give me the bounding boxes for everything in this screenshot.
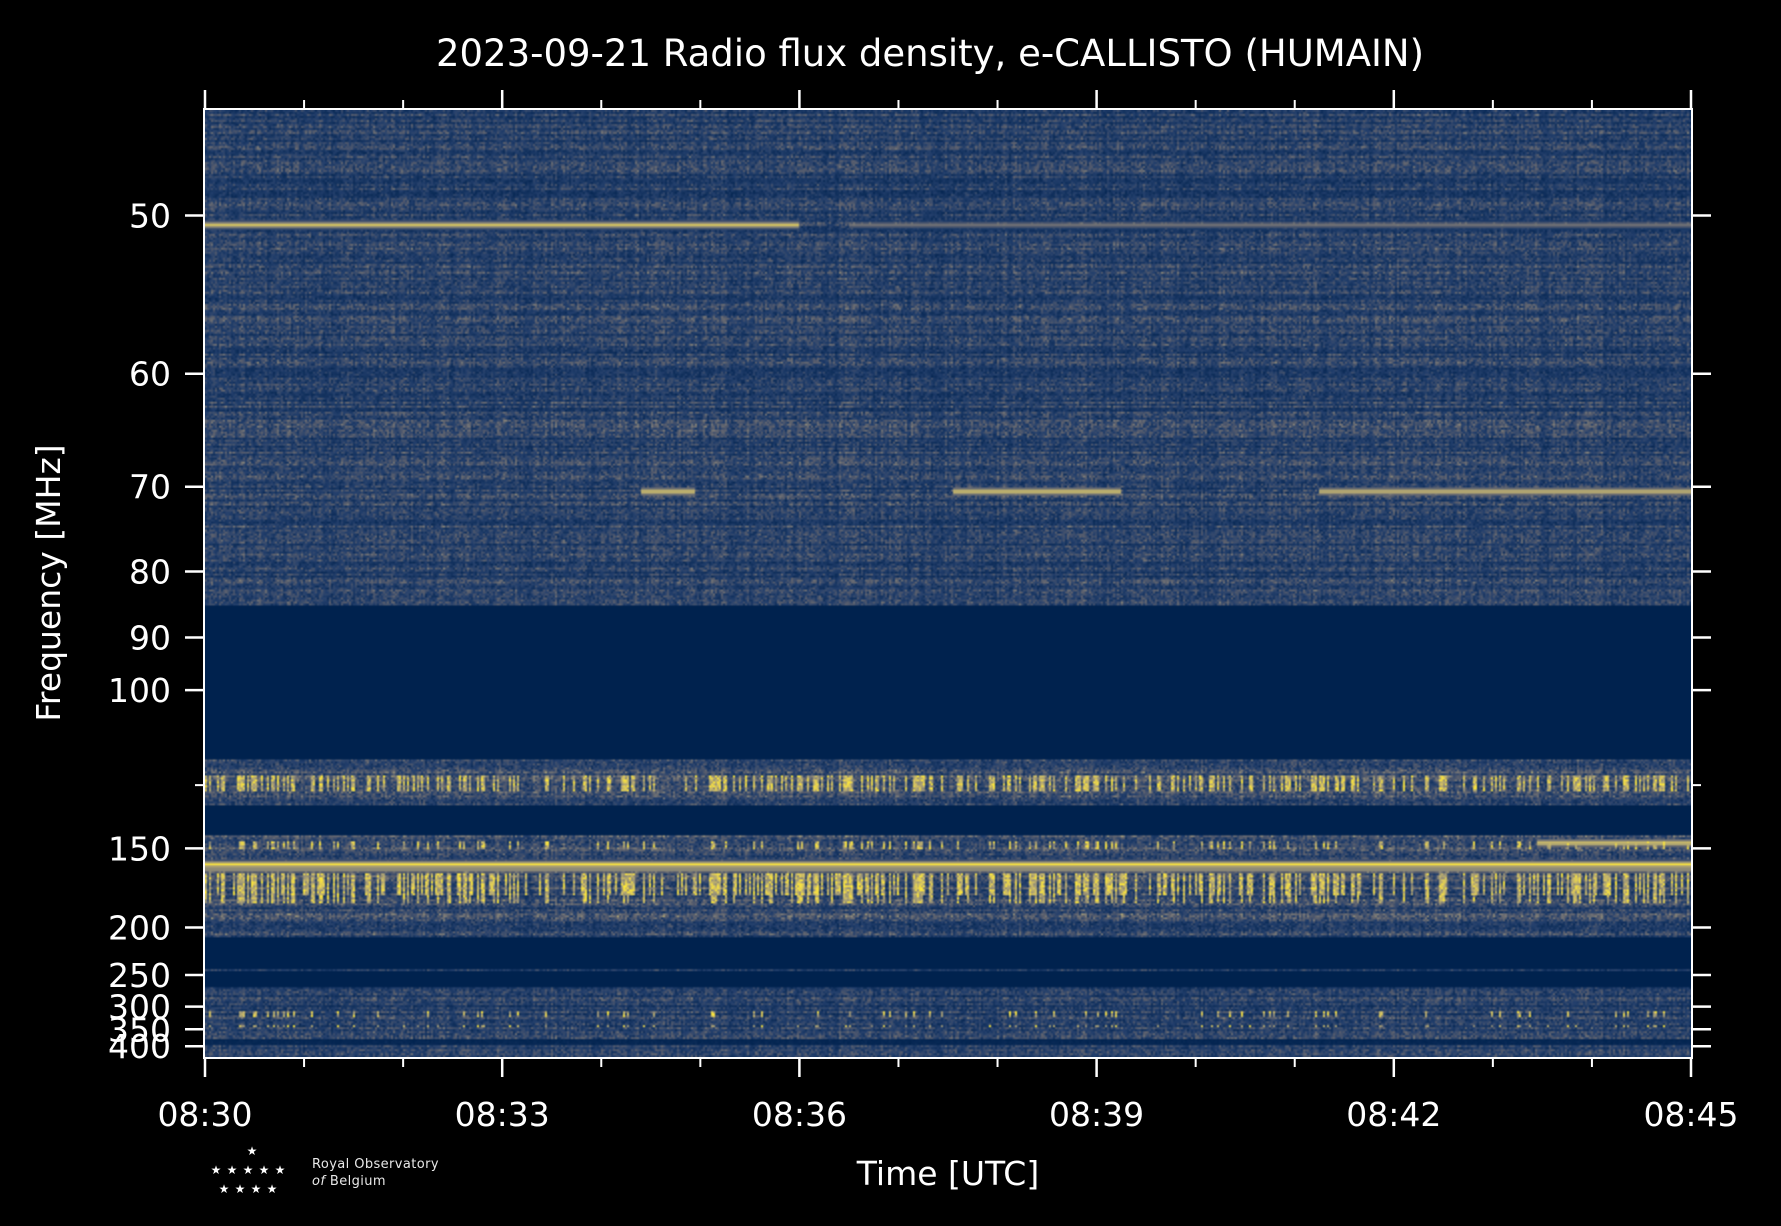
royal-observatory-logo: ★ ★ ★ ★ ★ ★ ★ ★ ★ ★ Royal Observatory of Belgiu…	[208, 1144, 478, 1200]
svg-text:★: ★	[235, 1182, 246, 1196]
y-tick-label: 150	[108, 829, 171, 868]
y-tick-label: 90	[129, 618, 171, 657]
y-tick-label: 400	[108, 1027, 171, 1066]
y-tick-label: 100	[108, 671, 171, 710]
x-tick-label: 08:33	[455, 1095, 550, 1134]
svg-text:★: ★	[251, 1182, 262, 1196]
plot-frame	[203, 108, 1693, 1059]
logo-of: of	[312, 1174, 326, 1189]
y-tick-label: 80	[129, 553, 171, 592]
y-tick-label: 200	[108, 909, 171, 948]
y-tick-label: 250	[108, 956, 171, 995]
logo-belgium: Belgium	[329, 1174, 386, 1189]
y-tick-label: 300	[108, 988, 171, 1027]
logo-text: Royal Observatory of Belgium	[312, 1156, 439, 1190]
x-axis-label: Time [UTC]	[856, 1154, 1039, 1193]
x-axis: 08:30 08:33 08:36 08:39 08:42 08:45	[157, 90, 1739, 1134]
svg-text:★: ★	[211, 1163, 222, 1177]
x-tick-label: 08:30	[157, 1095, 252, 1134]
x-tick-label: 08:42	[1346, 1095, 1441, 1134]
logo-line-1: Royal Observatory	[312, 1157, 439, 1172]
stars-logo-icon: ★ ★ ★ ★ ★ ★ ★ ★ ★ ★	[211, 1144, 286, 1196]
svg-text:★: ★	[243, 1163, 254, 1177]
chart-title: 2023-09-21 Radio flux density, e-CALLIST…	[436, 32, 1424, 75]
svg-text:★: ★	[219, 1182, 230, 1196]
y-axis-label: Frequency [MHz]	[29, 444, 68, 721]
svg-text:★: ★	[267, 1182, 278, 1196]
heatmap-image	[205, 110, 1691, 1057]
y-tick-label: 50	[129, 196, 171, 235]
y-tick-label: 60	[129, 355, 171, 394]
x-tick-label: 08:45	[1643, 1095, 1738, 1134]
x-tick-label: 08:36	[752, 1095, 847, 1134]
logo-line-2: of Belgium	[312, 1173, 439, 1190]
x-tick-label: 08:39	[1049, 1095, 1144, 1134]
svg-text:★: ★	[275, 1163, 286, 1177]
y-tick-label: 350	[108, 1010, 171, 1049]
svg-text:★: ★	[227, 1163, 238, 1177]
y-tick-label: 70	[129, 468, 171, 507]
svg-text:★: ★	[247, 1144, 258, 1158]
svg-text:★: ★	[259, 1163, 270, 1177]
